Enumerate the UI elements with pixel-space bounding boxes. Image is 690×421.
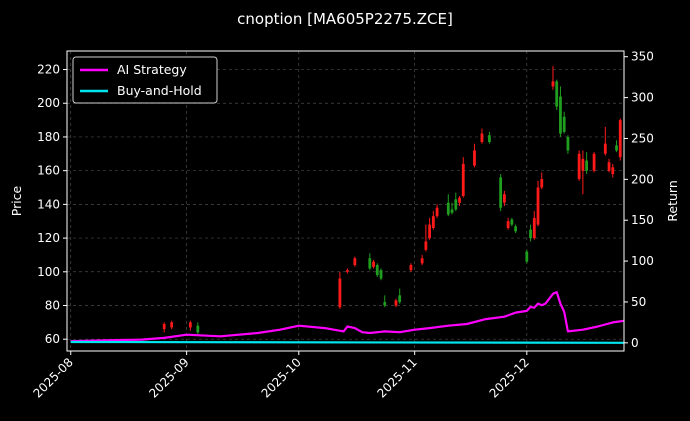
- candle-body: [536, 187, 540, 225]
- y-tick-label-left: 180: [37, 130, 60, 144]
- candle-body: [450, 209, 454, 213]
- y-tick-label-right: 350: [631, 50, 654, 64]
- candle-body: [603, 143, 607, 154]
- candle-body: [529, 229, 532, 239]
- candle-body: [409, 265, 413, 271]
- candle-body: [618, 120, 622, 158]
- candle-body: [540, 179, 544, 188]
- y-tick-label-right: 300: [631, 91, 654, 105]
- candle-body: [428, 224, 432, 239]
- candle-body: [372, 261, 375, 267]
- candle-body: [368, 258, 372, 269]
- candle-body: [383, 302, 387, 306]
- candle-body: [607, 162, 611, 171]
- candle-body: [562, 116, 566, 132]
- series-lines: [70, 291, 625, 344]
- y-tick-label-left: 200: [37, 96, 60, 110]
- candle-body: [525, 251, 529, 262]
- legend-box: [72, 56, 218, 104]
- candle-body: [446, 202, 450, 215]
- candle-body: [353, 258, 357, 266]
- legend-label-buy-and-hold: Buy-and-Hold: [117, 83, 202, 98]
- candle-body: [510, 219, 514, 225]
- candle-body: [502, 194, 506, 203]
- candle-body: [506, 221, 510, 228]
- candle-body: [559, 96, 562, 134]
- candle-body: [424, 241, 428, 250]
- y-tick-label-right: 200: [631, 172, 654, 186]
- candle-body: [555, 81, 559, 107]
- candle-body: [499, 177, 503, 208]
- candle-body: [398, 295, 402, 303]
- legend: AI Strategy Buy-and-Hold: [72, 56, 218, 104]
- candle-body: [196, 325, 200, 333]
- y-tick-label-left: 120: [37, 231, 60, 245]
- candle-body: [379, 270, 383, 279]
- candle-body: [514, 226, 517, 232]
- y-tick-label-right: 250: [631, 131, 654, 145]
- y-tick-label-right: 50: [631, 295, 646, 309]
- candle-body: [170, 322, 174, 328]
- y-tick-label-right: 100: [631, 254, 654, 268]
- y-tick-label-left: 100: [37, 265, 60, 279]
- legend-label-ai-strategy: AI Strategy: [117, 62, 187, 77]
- candle-body: [420, 258, 424, 264]
- candle-body: [458, 197, 461, 203]
- candle-body: [162, 324, 166, 330]
- candle-body: [454, 199, 458, 210]
- candlesticks: [162, 66, 622, 335]
- candle-body: [188, 322, 192, 328]
- y-tick-label-right: 0: [631, 336, 639, 350]
- series-line-buy-and-hold: [70, 340, 625, 344]
- candle-body: [585, 160, 589, 171]
- candle-body: [375, 265, 379, 276]
- y-tick-label-left: 220: [37, 63, 60, 77]
- candle-body: [394, 300, 398, 306]
- candle-body: [480, 133, 484, 143]
- candle-body: [615, 145, 618, 151]
- candle-body: [473, 150, 476, 166]
- y-tick-label-left: 140: [37, 197, 60, 211]
- candle-body: [338, 278, 342, 308]
- candle-body: [435, 207, 439, 217]
- plot-frame: [66, 50, 625, 352]
- candle-body: [581, 158, 585, 171]
- candle-body: [431, 216, 435, 228]
- y-axis-label-left: Price: [9, 185, 24, 216]
- series-line-ai-strategy: [70, 291, 625, 343]
- candle-body: [577, 153, 581, 180]
- candle-body: [488, 135, 491, 143]
- y-tick-label-right: 150: [631, 213, 654, 227]
- candle-body: [592, 153, 596, 171]
- y-axis-label-right: Return: [665, 180, 680, 221]
- y-tick-label-left: 160: [37, 164, 60, 178]
- candle-body: [566, 136, 570, 151]
- candle-body: [532, 217, 536, 239]
- y-tick-label-left: 80: [45, 298, 60, 312]
- candle-body: [345, 270, 349, 272]
- candle-body: [461, 163, 465, 196]
- y-tick-label-left: 60: [45, 332, 60, 346]
- candle-body: [551, 81, 555, 87]
- chart-title: cnoption [MA605P2275.ZCE]: [237, 10, 453, 28]
- candle-body: [611, 167, 615, 175]
